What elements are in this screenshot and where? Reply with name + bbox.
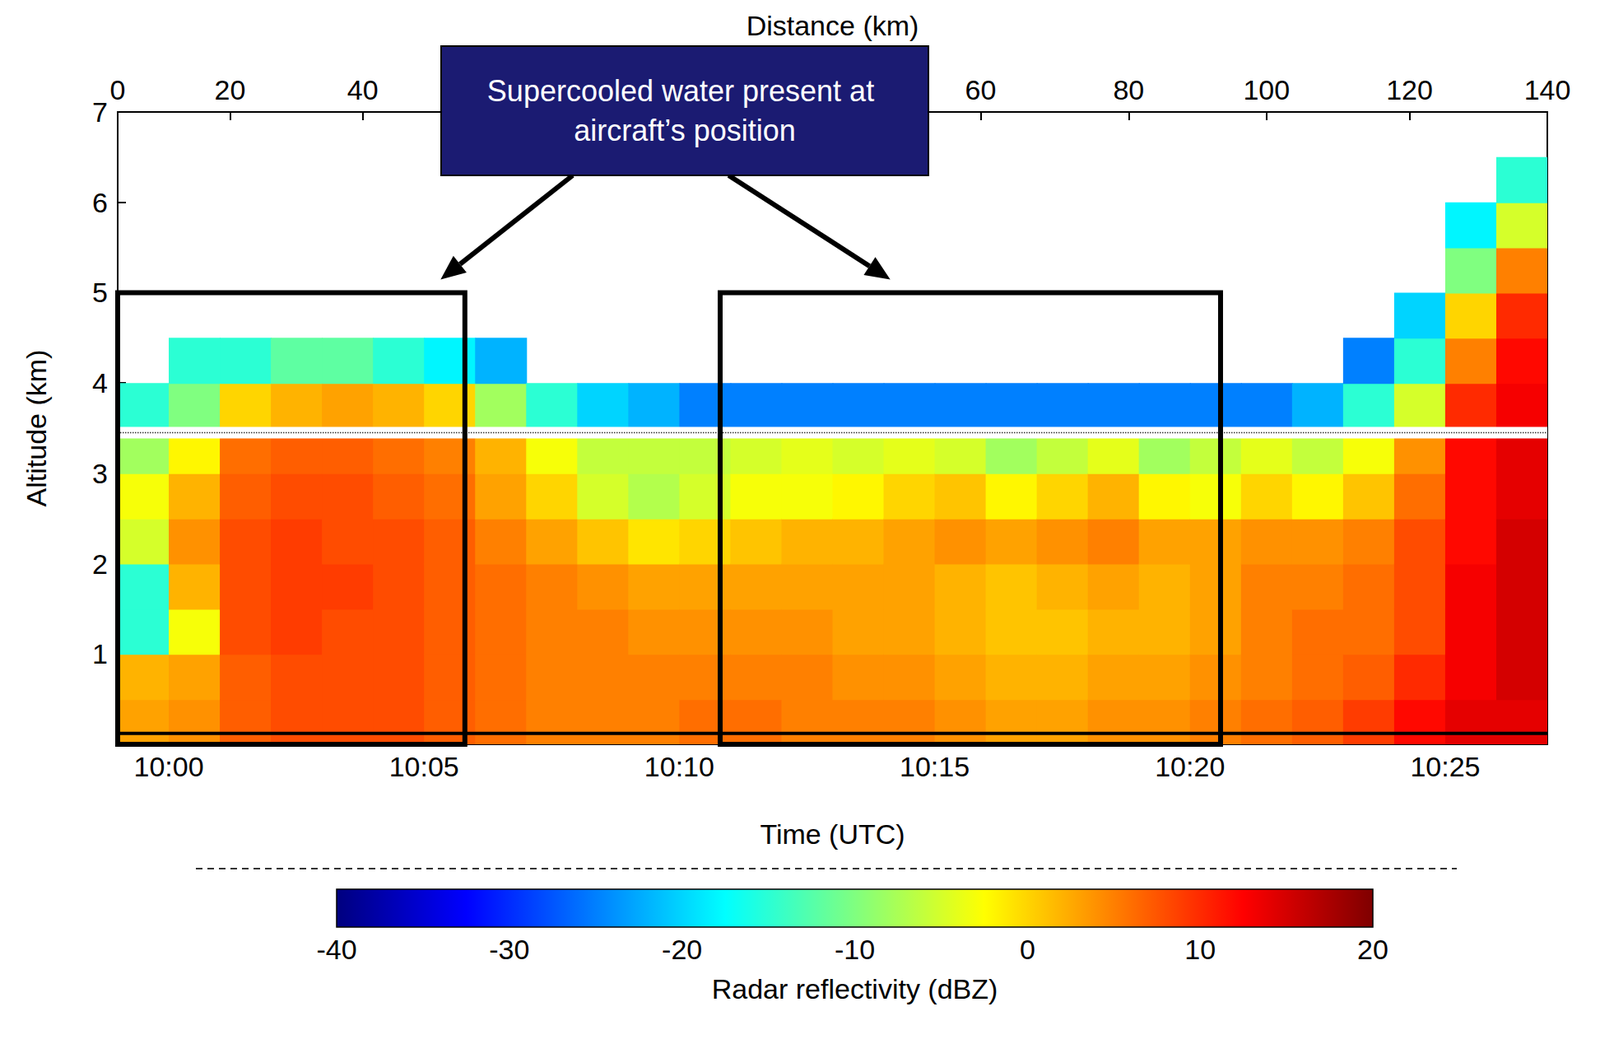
svg-text:60: 60 (964, 74, 996, 106)
svg-text:-10: -10 (834, 933, 875, 965)
svg-text:4: 4 (92, 367, 108, 399)
svg-text:10:00: 10:00 (133, 750, 204, 782)
svg-text:0: 0 (1019, 933, 1036, 965)
svg-text:5: 5 (92, 276, 108, 308)
svg-text:0: 0 (110, 74, 126, 106)
svg-text:2: 2 (92, 548, 108, 580)
svg-text:Distance (km): Distance (km) (746, 9, 920, 42)
svg-text:1: 1 (92, 637, 108, 670)
svg-text:-20: -20 (661, 933, 703, 965)
svg-text:10:15: 10:15 (899, 750, 970, 782)
svg-text:20: 20 (1357, 933, 1389, 965)
svg-text:-30: -30 (488, 933, 530, 965)
svg-text:10:05: 10:05 (389, 750, 460, 782)
svg-text:10:10: 10:10 (644, 750, 715, 782)
svg-text:6: 6 (92, 186, 108, 219)
svg-text:7: 7 (92, 96, 108, 128)
svg-text:80: 80 (1112, 74, 1145, 106)
svg-text:Supercooled water present at: Supercooled water present at (487, 74, 883, 108)
svg-text:20: 20 (214, 74, 247, 106)
svg-text:Altitude (km): Altitude (km) (20, 349, 52, 507)
svg-text:10:20: 10:20 (1154, 750, 1225, 782)
svg-text:140: 140 (1524, 74, 1572, 106)
svg-text:120: 120 (1386, 74, 1433, 106)
svg-text:-40: -40 (316, 933, 357, 965)
svg-text:Radar reflectivity (dBZ): Radar reflectivity (dBZ) (711, 972, 999, 1005)
svg-text:3: 3 (92, 457, 108, 489)
svg-text:aircraft’s position: aircraft’s position (573, 113, 796, 148)
svg-text:100: 100 (1242, 74, 1290, 106)
svg-text:10: 10 (1184, 933, 1216, 965)
svg-text:Time (UTC): Time (UTC) (759, 818, 905, 850)
svg-text:10:25: 10:25 (1409, 750, 1480, 782)
svg-text:40: 40 (347, 74, 379, 106)
